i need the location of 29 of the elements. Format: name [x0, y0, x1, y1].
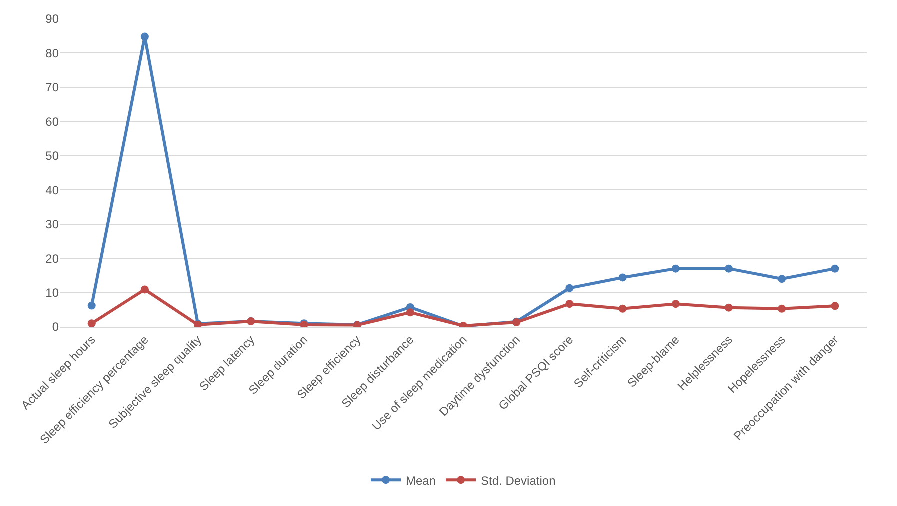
legend-label: Mean: [406, 474, 436, 488]
point: [140, 32, 149, 41]
point: [618, 304, 627, 313]
point: [618, 274, 627, 282]
y-tick-label: 30: [46, 218, 60, 232]
y-tick-label: 10: [46, 286, 60, 300]
point: [724, 304, 733, 312]
point: [778, 304, 786, 313]
y-tick-label: 40: [46, 183, 60, 198]
y-tick-label: 80: [46, 46, 60, 60]
legend-label: Std. Deviation: [481, 474, 556, 488]
point: [778, 275, 786, 284]
y-tick-label: 50: [46, 149, 60, 164]
point: [672, 300, 680, 308]
point: [831, 264, 840, 273]
point: [566, 284, 574, 292]
y-tick-label: 0: [52, 320, 60, 334]
y-tick-label: 70: [46, 80, 60, 95]
point: [88, 320, 96, 327]
y-tick-label: 90: [46, 12, 60, 26]
point: [724, 264, 733, 273]
point: [672, 264, 680, 273]
point: [140, 286, 149, 294]
y-tick-label: 60: [46, 114, 60, 129]
point: [406, 308, 414, 317]
y-tick-label: 20: [46, 252, 60, 266]
point: [831, 302, 840, 310]
point: [566, 300, 574, 308]
point: [88, 302, 96, 310]
